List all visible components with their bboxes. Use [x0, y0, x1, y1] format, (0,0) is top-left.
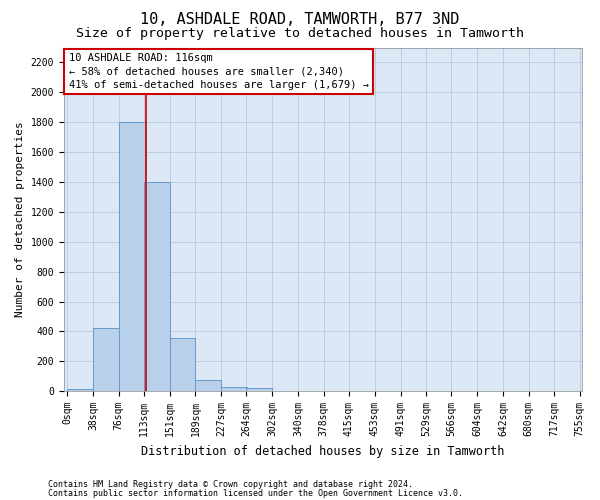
Text: Contains HM Land Registry data © Crown copyright and database right 2024.: Contains HM Land Registry data © Crown c…: [48, 480, 413, 489]
Bar: [196, 380, 221, 391]
Text: Size of property relative to detached houses in Tamworth: Size of property relative to detached ho…: [76, 28, 524, 40]
Bar: [144, 182, 170, 391]
Bar: [247, 388, 272, 391]
Text: 10 ASHDALE ROAD: 116sqm
← 58% of detached houses are smaller (2,340)
41% of semi: 10 ASHDALE ROAD: 116sqm ← 58% of detache…: [68, 54, 368, 90]
Text: 10, ASHDALE ROAD, TAMWORTH, B77 3ND: 10, ASHDALE ROAD, TAMWORTH, B77 3ND: [140, 12, 460, 28]
Bar: [221, 388, 247, 391]
Text: Contains public sector information licensed under the Open Government Licence v3: Contains public sector information licen…: [48, 489, 463, 498]
Bar: [93, 328, 119, 391]
Bar: [67, 389, 93, 391]
X-axis label: Distribution of detached houses by size in Tamworth: Distribution of detached houses by size …: [141, 444, 505, 458]
Y-axis label: Number of detached properties: Number of detached properties: [15, 122, 25, 317]
Bar: [119, 122, 145, 391]
Bar: [170, 338, 196, 391]
